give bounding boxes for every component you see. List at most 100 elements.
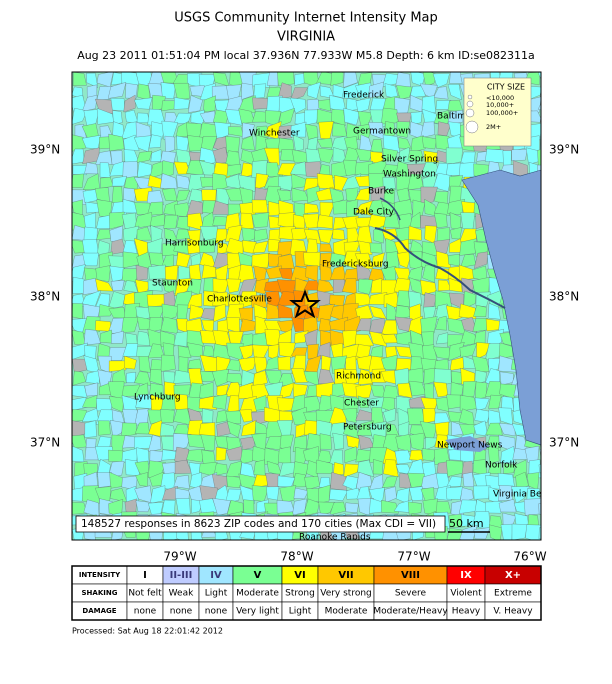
- zip-area: [264, 447, 281, 465]
- graticule-labels: 39°N 38°N 37°N 39°N 38°N 37°N 79°W 78°W …: [30, 143, 579, 564]
- zip-area: [84, 420, 97, 438]
- zip-area: [203, 95, 216, 113]
- zip-area: [408, 367, 424, 386]
- zip-area: [173, 384, 191, 398]
- zip-area: [328, 407, 347, 426]
- zip-area: [147, 175, 164, 189]
- zip-area: [354, 334, 375, 348]
- zip-area: [410, 135, 426, 153]
- zip-area: [148, 264, 166, 280]
- zip-area: [251, 252, 270, 268]
- zip-area: [316, 173, 335, 189]
- zip-area: [539, 449, 541, 459]
- zip-area: [383, 459, 399, 478]
- zip-area: [394, 199, 413, 216]
- zip-area: [497, 473, 515, 488]
- intensity-label: IV: [210, 570, 222, 581]
- zip-area: [408, 251, 424, 270]
- zip-area: [423, 292, 437, 310]
- zip-area: [164, 264, 179, 281]
- zip-area: [384, 121, 396, 140]
- zip-area: [267, 239, 280, 252]
- zip-area: [317, 304, 335, 322]
- hampton-roads: [445, 436, 490, 452]
- zip-area: [134, 97, 153, 110]
- zip-area: [240, 212, 254, 230]
- zip-area: [95, 265, 111, 282]
- zip-area: [212, 278, 230, 294]
- zip-area: [423, 150, 439, 163]
- zip-area: [82, 394, 98, 408]
- scale-label: 50 km: [449, 517, 484, 530]
- intensity-label: VI: [294, 570, 305, 581]
- zip-area: [125, 83, 138, 99]
- damage-label: Light: [289, 607, 312, 617]
- zip-area: [226, 475, 242, 488]
- title: USGS Community Internet Intensity Map: [174, 11, 438, 26]
- zip-area: [448, 514, 465, 528]
- epicenter: [289, 289, 321, 319]
- zip-area: [381, 475, 398, 488]
- zip-area: [161, 303, 179, 322]
- zip-area: [329, 489, 349, 501]
- zip-area: [333, 238, 348, 257]
- zip-area: [473, 527, 491, 540]
- zip-area: [108, 291, 126, 309]
- zip-area: [333, 217, 346, 230]
- zip-area: [358, 240, 373, 256]
- table-frame: [71, 565, 542, 621]
- zip-area: [85, 370, 101, 385]
- city-label: Charlottesville: [207, 295, 272, 305]
- zip-area: [346, 123, 359, 140]
- zip-area: [160, 82, 177, 99]
- zip-area: [458, 499, 477, 514]
- zip-area: [409, 85, 426, 98]
- zip-area: [173, 83, 190, 100]
- damage-label: Very light: [236, 607, 279, 617]
- zip-area: [540, 477, 541, 481]
- zip-area: [213, 303, 226, 323]
- zip-area: [149, 450, 166, 464]
- zip-area: [420, 397, 439, 411]
- city-label: Dale City: [353, 208, 395, 218]
- zip-area: [201, 408, 214, 424]
- city-label: Staunton: [152, 279, 193, 289]
- zip-area: [112, 368, 127, 384]
- zip-area: [225, 410, 241, 425]
- zip-area: [226, 395, 240, 414]
- intensity-label: VIII: [401, 570, 420, 581]
- zip-area: [540, 131, 541, 136]
- zip-area: [72, 72, 87, 86]
- city-size-legend: CITY SIZE <10,000 10,000+ 100,000+ 2M+: [463, 77, 532, 147]
- zip-area: [241, 122, 255, 139]
- lon-label: 79°W: [163, 550, 196, 564]
- zip-area: [421, 136, 438, 150]
- zip-area: [293, 487, 309, 500]
- zip-area: [332, 432, 344, 450]
- zip-area: [201, 189, 217, 202]
- zip-area: [268, 228, 282, 243]
- zip-area: [111, 330, 124, 344]
- zip-area: [277, 291, 295, 307]
- zip-area: [198, 238, 216, 253]
- map-frame: [71, 71, 542, 541]
- zip-area: [278, 382, 296, 399]
- zip-area: [330, 72, 344, 87]
- zip-area: [241, 227, 256, 244]
- zip-area: [397, 382, 413, 399]
- zip-area: [319, 477, 331, 488]
- zip-area: [474, 408, 491, 423]
- zip-area: [382, 408, 396, 423]
- zip-area: [72, 303, 83, 320]
- zip-area: [460, 212, 476, 230]
- zip-area: [72, 342, 88, 360]
- zip-area: [136, 112, 150, 123]
- size-symbol: [465, 120, 479, 134]
- zip-area: [319, 243, 333, 253]
- zip-area: [381, 107, 399, 125]
- zip-area: [539, 88, 541, 99]
- zip-area: [278, 446, 292, 465]
- zip-area: [446, 305, 464, 322]
- zip-area: [290, 97, 307, 114]
